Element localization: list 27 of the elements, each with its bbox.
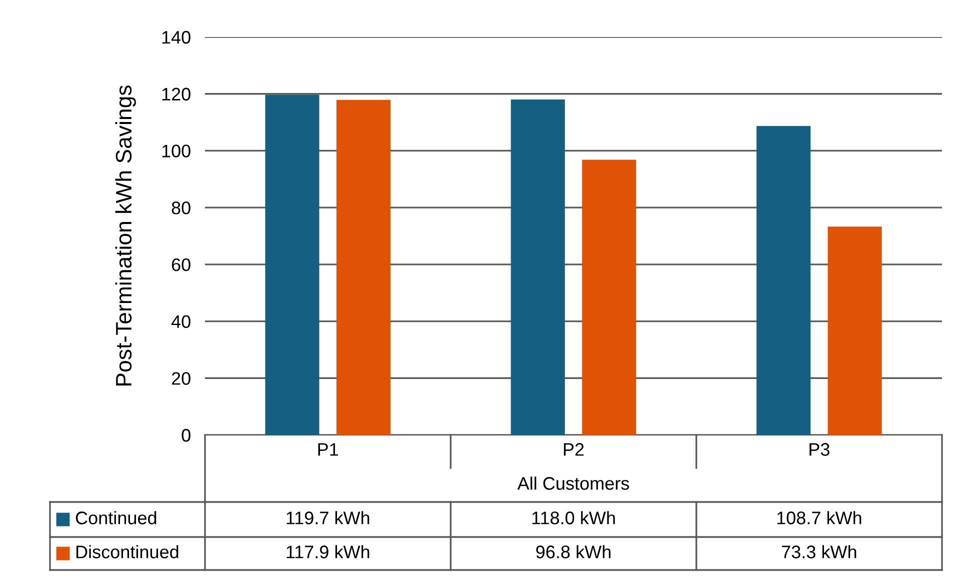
legend-label: Continued [76,511,156,524]
data-label: 117.9 kWh [286,545,370,558]
bar [336,100,390,435]
x-tick-label: P1 [318,443,338,456]
data-label: 96.8 kWh [536,545,610,558]
y-tick-label: 20 [172,372,190,385]
bar [510,100,565,435]
data-label: 119.7 kWh [286,511,370,524]
x-tick-label: P2 [564,443,584,456]
y-tick-label: 0 [182,428,190,442]
x-axis-title: All Customers [517,476,630,490]
data-label: 73.3 kWh [782,545,856,558]
y-tick-label: 80 [172,202,190,214]
bar [756,126,811,435]
bar [265,94,320,435]
data-label: 118.0 kWh [532,511,615,524]
legend-label: Discontinued [76,545,178,558]
y-axis-title: Post-Termination kWh Savings [115,86,136,386]
y-tick-label: 140 [162,30,190,44]
bar [582,160,636,435]
y-tick-label: 60 [172,258,190,272]
y-tick-label: 120 [162,88,190,101]
y-tick-label: 40 [171,315,190,328]
x-tick-label: P3 [810,443,830,456]
bar [828,226,882,435]
y-tick-label: 100 [162,144,190,158]
data-label: 108.7 kWh [777,511,862,524]
